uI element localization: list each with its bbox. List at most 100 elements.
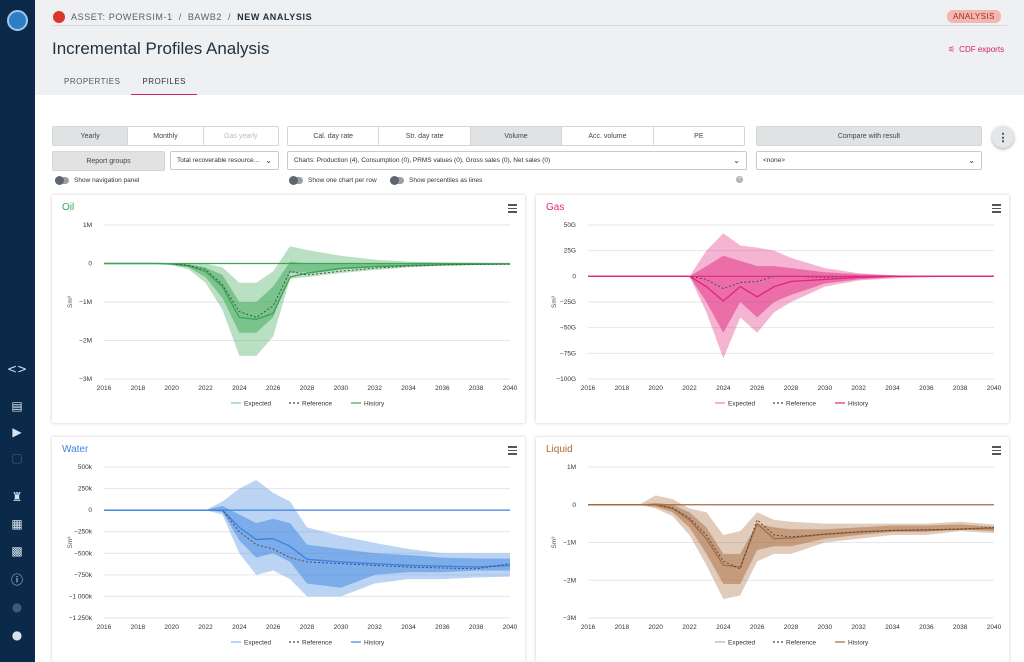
chart-menu-icon[interactable]	[508, 204, 517, 215]
x-tick-label: 2040	[503, 385, 518, 392]
header: ASSET: POWERSIM-1 / BAWB2 / NEW ANALYSIS…	[35, 0, 1024, 96]
rate-acc-volume[interactable]: Acc. volume	[562, 127, 654, 145]
toggle-switch[interactable]	[55, 176, 69, 185]
toggle-switch[interactable]	[289, 176, 303, 185]
y-tick-label: −1 250k	[69, 615, 93, 622]
more-options-button[interactable]: ⋮	[992, 126, 1014, 148]
x-tick-label: 2022	[198, 624, 213, 631]
chevron-down-icon: ⌄	[968, 156, 975, 165]
toggle-navigation-panel[interactable]: Show navigation panel	[55, 176, 139, 185]
water-chart: 500k 250k 0 −250k −500k −750k −1 000k −1 250k 20…	[67, 464, 518, 647]
play-icon[interactable]: ▶	[12, 425, 22, 439]
report-groups-button[interactable]: Report groups	[52, 151, 165, 171]
tab-properties[interactable]: PROPERTIES	[64, 77, 121, 86]
rig-icon[interactable]: ♜	[11, 490, 23, 504]
chart-menu-icon[interactable]	[508, 446, 517, 457]
toggle-label: Show percentiles as lines	[409, 177, 483, 184]
app-logo[interactable]	[7, 10, 28, 31]
x-tick-label: 2038	[953, 624, 968, 631]
x-tick-label: 2038	[469, 624, 484, 631]
liquid-chart: 1M 0 −1M −2M −3M 2016 2018 2020 2022 2024 2026 2028…	[551, 464, 1002, 647]
period-gas-yearly[interactable]: Gas yearly	[224, 132, 258, 140]
user-settings-icon[interactable]: ●	[11, 600, 23, 614]
rate-pe[interactable]: PE	[694, 132, 704, 140]
legend-label: History	[848, 640, 869, 647]
x-tick-label: 2030	[334, 385, 349, 392]
y-tick-label: −50G	[560, 325, 576, 332]
gas-chart: 50G 25G 0 −25G −50G −75G −100G 2016 2018 2020 2022…	[551, 222, 1002, 408]
x-tick-label: 2016	[97, 385, 112, 392]
x-tick-label: 2018	[615, 624, 630, 631]
rate-cal-day[interactable]: Cal. day rate	[288, 127, 380, 145]
y-tick-label: 0	[572, 502, 576, 509]
table-icon[interactable]: ▩	[11, 544, 23, 558]
toggle-one-chart-per-row[interactable]: Show one chart per row	[289, 176, 377, 185]
toggle-percentiles-lines[interactable]: Show percentiles as lines	[390, 176, 483, 185]
main-content: Yearly Monthly Gas yearly Cal. day rate …	[35, 95, 1024, 662]
rate-volume[interactable]: Volume	[470, 127, 563, 145]
x-tick-label: 2038	[953, 385, 968, 392]
x-tick-label: 2020	[164, 624, 179, 631]
divider	[53, 25, 1007, 26]
x-tick-label: 2034	[401, 624, 416, 631]
x-tick-label: 2032	[367, 385, 382, 392]
comment-icon[interactable]: ▢	[11, 451, 23, 465]
breadcrumb-separator: /	[228, 12, 232, 22]
legend-label: Expected	[244, 640, 271, 647]
y-tick-label: 0	[88, 507, 92, 514]
chart-menu-icon[interactable]	[992, 204, 1001, 215]
y-tick-label: −2M	[79, 338, 92, 345]
tab-profiles[interactable]: PROFILES	[131, 72, 197, 96]
book-icon[interactable]: ▤	[11, 399, 23, 413]
reference-line	[104, 263, 510, 318]
chart-menu-icon[interactable]	[992, 446, 1001, 457]
y-tick-label: −1M	[79, 299, 92, 306]
cdf-exports-link[interactable]: ⚟ CDF exports	[948, 45, 1004, 54]
x-tick-label: 2036	[435, 624, 450, 631]
compare-select[interactable]: <none> ⌄	[756, 151, 982, 170]
x-tick-label: 2030	[818, 385, 833, 392]
oil-chart: 1M 0 −1M −2M −3M 2016 2018 2020 2022 2024 2026 2028…	[67, 222, 518, 408]
chart-title: Oil	[62, 202, 75, 213]
code-icon[interactable]: <>	[6, 362, 28, 376]
breadcrumb-asset[interactable]: ASSET: POWERSIM-1	[71, 12, 173, 22]
x-tick-label: 2018	[131, 624, 146, 631]
building-icon[interactable]: ▦	[11, 517, 23, 531]
toggle-label: Show one chart per row	[308, 177, 377, 184]
x-tick-label: 2016	[581, 385, 596, 392]
legend-label: Expected	[728, 401, 755, 408]
x-tick-label: 2040	[987, 385, 1002, 392]
x-tick-label: 2022	[198, 385, 213, 392]
period-monthly[interactable]: Monthly	[128, 127, 204, 145]
x-tick-label: 2030	[334, 624, 349, 631]
info-icon[interactable]: ⓘ	[10, 572, 23, 587]
chart-title: Gas	[546, 202, 565, 213]
period-yearly[interactable]: Yearly	[53, 127, 129, 145]
x-tick-label: 2024	[716, 624, 731, 631]
breadcrumb-project[interactable]: BAWB2	[187, 12, 223, 22]
toggle-switch[interactable]	[390, 176, 404, 185]
help-icon[interactable]: ?	[736, 176, 743, 183]
compare-button[interactable]: Compare with result	[756, 126, 982, 146]
page-title: Incremental Profiles Analysis	[52, 39, 270, 58]
legend-label: Reference	[302, 640, 332, 647]
y-tick-label: 250k	[78, 486, 93, 493]
chart-card-gas: 50G 25G 0 −25G −50G −75G −100G 2016 2018 2020 2022…	[536, 195, 1009, 423]
y-tick-label: −75G	[560, 350, 576, 357]
x-tick-label: 2024	[716, 385, 731, 392]
y-axis-label: Sm³	[67, 295, 74, 308]
charts-select-value: Charts: Production (4), Consumption (0),…	[294, 157, 551, 164]
user-icon[interactable]: ●	[11, 628, 23, 642]
band-p10-p90	[588, 495, 994, 600]
charts-select[interactable]: Charts: Production (4), Consumption (0),…	[287, 151, 747, 170]
resource-select[interactable]: Total recoverable resource... ⌄	[170, 151, 279, 170]
reference-line	[104, 509, 511, 570]
y-tick-label: −500k	[74, 550, 93, 557]
x-tick-label: 2024	[232, 385, 247, 392]
rate-str-day[interactable]: Str. day rate	[379, 127, 471, 145]
legend-label: Expected	[728, 640, 755, 647]
y-tick-label: 1M	[567, 464, 576, 471]
x-tick-label: 2032	[367, 624, 382, 631]
y-tick-label: −1 000k	[69, 593, 93, 600]
x-tick-label: 2022	[682, 385, 697, 392]
